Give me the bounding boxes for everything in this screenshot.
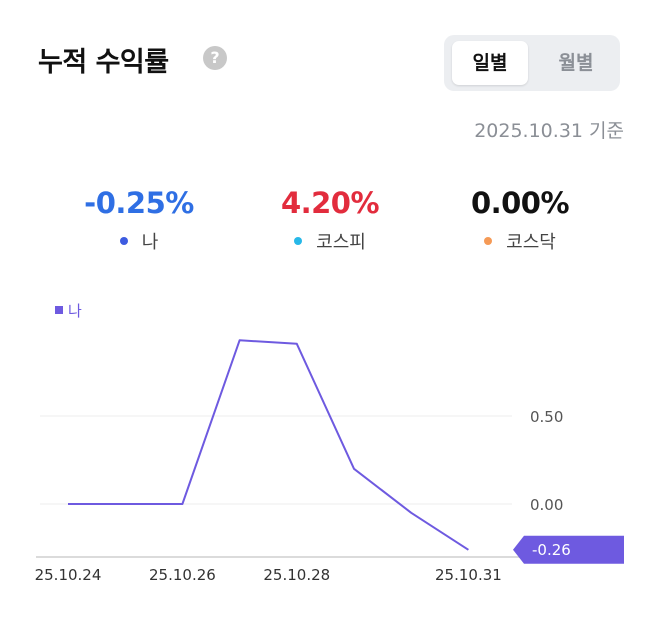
summary-kospi: 4.20% 코스피 bbox=[240, 186, 420, 254]
summary-me: -0.25% 나 bbox=[49, 186, 229, 254]
x-tick-label: 25.10.31 bbox=[435, 566, 502, 584]
last-value-label: -0.26 bbox=[532, 541, 571, 559]
summary-kosdaq: 0.00% 코스닥 bbox=[430, 186, 610, 254]
summary-kospi-label: 코스피 bbox=[316, 232, 366, 253]
as-of-date: 2025.10.31 기준 bbox=[474, 120, 624, 142]
tab-daily[interactable]: 일별 bbox=[452, 41, 528, 85]
x-tick-label: 25.10.26 bbox=[149, 566, 216, 584]
summary-me-value: -0.25% bbox=[84, 186, 194, 220]
summary-kospi-value: 4.20% bbox=[280, 186, 380, 220]
legend-swatch bbox=[55, 306, 63, 314]
tab-monthly[interactable]: 월별 bbox=[558, 52, 594, 74]
last-value-tag bbox=[513, 535, 624, 564]
summary-kosdaq-dot-icon bbox=[484, 237, 493, 245]
series-line-me bbox=[68, 339, 469, 551]
page-title: 누적 수익률 bbox=[38, 47, 169, 78]
y-tick-label: 0.50 bbox=[530, 408, 563, 426]
x-tick-label: 25.10.24 bbox=[35, 566, 102, 584]
summary-kospi-dot-icon bbox=[294, 237, 303, 245]
x-tick-label: 25.10.28 bbox=[263, 566, 330, 584]
summary-kosdaq-value: 0.00% bbox=[470, 186, 570, 220]
summary-me-label: 나 bbox=[141, 232, 159, 253]
y-tick-label: 0.00 bbox=[530, 496, 563, 514]
period-toggle: 일별 월별 bbox=[444, 35, 620, 91]
summary-me-dot-icon bbox=[119, 237, 128, 245]
help-icon[interactable]: ? bbox=[203, 46, 227, 70]
summary-kosdaq-label: 코스닥 bbox=[506, 232, 556, 253]
legend-label: 나 bbox=[68, 302, 82, 320]
